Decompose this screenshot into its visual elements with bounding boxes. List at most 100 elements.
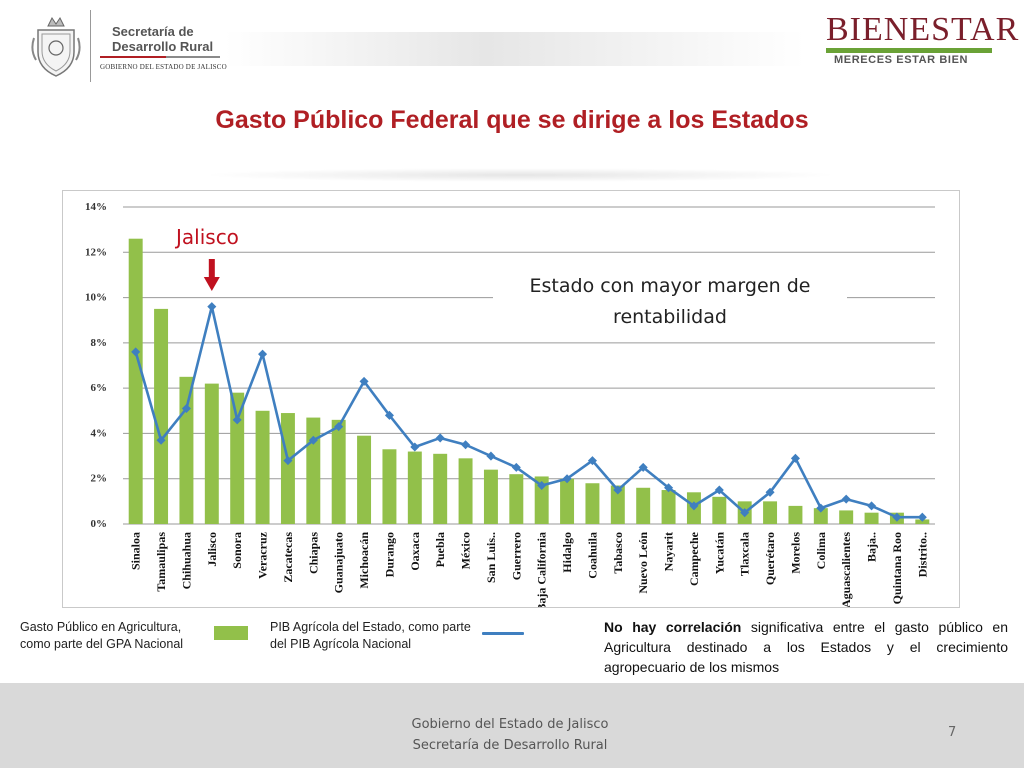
department-name: Secretaría de Desarrollo Rural (112, 24, 213, 54)
bar-line-chart: 0% 2% 4% 6% 8% 10% 12% 14% Sinaloa Tamaulipas Chih… (85, 201, 935, 607)
x-tick-label: Durango (382, 532, 396, 577)
page-number: 7 (948, 725, 957, 740)
x-tick-label: Nuevo León (636, 532, 650, 594)
line-point (867, 501, 877, 511)
x-tick-label: Sonora (230, 532, 244, 569)
highlight-arrow-icon (203, 277, 220, 291)
x-tick-label: Quintana Roo (890, 532, 904, 604)
bienestar-green-bar (826, 48, 992, 53)
bar (636, 487, 651, 524)
line-point (410, 442, 420, 452)
y-tick-label: 12% (85, 246, 107, 258)
note-body: significativa entre el gasto público en … (604, 619, 1008, 675)
bar (661, 490, 676, 524)
line-point (714, 485, 724, 495)
line-point (917, 512, 927, 522)
bar (915, 519, 930, 524)
highlight-arrow-shaft (208, 259, 215, 277)
x-tick-label: Guanajuato (332, 532, 346, 593)
line-point (334, 422, 344, 432)
y-tick-label: 14% (85, 201, 107, 213)
footer-text: Gobierno del Estado de Jalisco Secretarí… (380, 714, 640, 756)
x-tick-label: Colima (814, 532, 828, 569)
x-tick-label: Zacatecas (281, 532, 295, 583)
bar (204, 383, 219, 524)
bar (128, 238, 143, 524)
chart-area: 0% 2% 4% 6% 8% 10% 12% 14% Sinaloa Tamaulipas Chih… (62, 190, 960, 608)
footer-line-2: Secretaría de Desarrollo Rural (412, 738, 608, 753)
x-tick-label: Aguascalientes (839, 532, 853, 607)
x-tick-label: Distrito.. (915, 532, 929, 577)
x-tick-label: Chihuahua (179, 532, 193, 589)
bar (407, 451, 422, 524)
bar (585, 483, 600, 524)
x-tick-label: Campeche (687, 531, 701, 586)
line-point (613, 485, 623, 495)
x-tick-label: Veracruz (256, 531, 270, 579)
legend-bar-label: Gasto Público en Agricultura, como parte… (20, 620, 184, 651)
note-emphasis: No hay correlación (604, 619, 742, 635)
x-tick-label: Oaxaca (408, 532, 422, 571)
x-tick-label: San Luis.. (484, 532, 498, 583)
footer-line-1: Gobierno del Estado de Jalisco (411, 717, 609, 732)
bar (712, 496, 727, 524)
x-tick-label: Guerrero (509, 532, 523, 580)
conclusion-note: No hay correlación significativa entre e… (604, 617, 1008, 677)
bar (483, 469, 498, 524)
y-tick-label: 8% (91, 337, 108, 349)
department-line-2: Desarrollo Rural (112, 39, 214, 54)
x-tick-label: Coahuila (585, 532, 599, 579)
x-tick-label: Michoacán (357, 532, 371, 589)
x-tick-label: Puebla (433, 532, 447, 567)
line-point (664, 483, 674, 493)
x-tick-label: Jalisco (205, 532, 219, 567)
line-point (740, 508, 750, 518)
line-point (486, 451, 496, 461)
line-point (435, 433, 445, 443)
legend-line-swatch (482, 632, 524, 635)
y-tick-label: 0% (91, 518, 108, 530)
bar (763, 501, 778, 524)
x-tick-label: Baja California (535, 532, 549, 607)
bar (864, 512, 879, 524)
line-point (258, 349, 268, 359)
line-point (232, 415, 242, 425)
x-tick-label: Nayarit (662, 532, 676, 571)
bar (839, 510, 854, 524)
title-shadow (200, 168, 840, 182)
series-line (134, 305, 923, 519)
x-tick-label: Tamaulipas (154, 532, 168, 592)
x-tick-label: Tlaxcala (738, 532, 752, 576)
bar (255, 410, 270, 524)
y-tick-label: 4% (91, 427, 108, 439)
slide-footer: Gobierno del Estado de Jalisco Secretarí… (0, 683, 1024, 768)
line-point (638, 462, 648, 472)
chart-annotation: Estado con mayor margen de rentabilidad (493, 271, 847, 333)
x-tick-label: Baja.. (865, 532, 879, 562)
x-tick-label: Hidalgo (560, 532, 574, 573)
line-point (511, 462, 521, 472)
bar (458, 458, 473, 524)
highlight-label: Jalisco (176, 225, 239, 249)
x-tick-label: Morelos (788, 532, 802, 574)
bar (813, 508, 828, 524)
bienestar-tagline: MERECES ESTAR BIEN (834, 54, 969, 66)
bar (534, 476, 549, 524)
legend-line-label: PIB Agrícola del Estado, como parte del … (270, 620, 471, 651)
bar (154, 308, 169, 524)
line-point (765, 487, 775, 497)
line-point (841, 494, 851, 504)
slide-title: Gasto Público Federal que se dirige a lo… (215, 106, 809, 134)
header-divider (90, 10, 91, 82)
bar (331, 419, 346, 524)
line-point (816, 503, 826, 513)
y-tick-label: 10% (85, 292, 107, 304)
bar (179, 376, 194, 524)
government-line: GOBIERNO DEL ESTADO DE JALISCO (100, 63, 227, 71)
bienestar-wordmark: BIENESTAR (826, 11, 1020, 48)
x-tick-label: México (459, 532, 473, 569)
jalisco-coat-of-arms-icon (31, 17, 81, 77)
y-tick-label: 6% (91, 382, 108, 394)
line-point (283, 456, 293, 466)
department-rule (100, 56, 220, 58)
